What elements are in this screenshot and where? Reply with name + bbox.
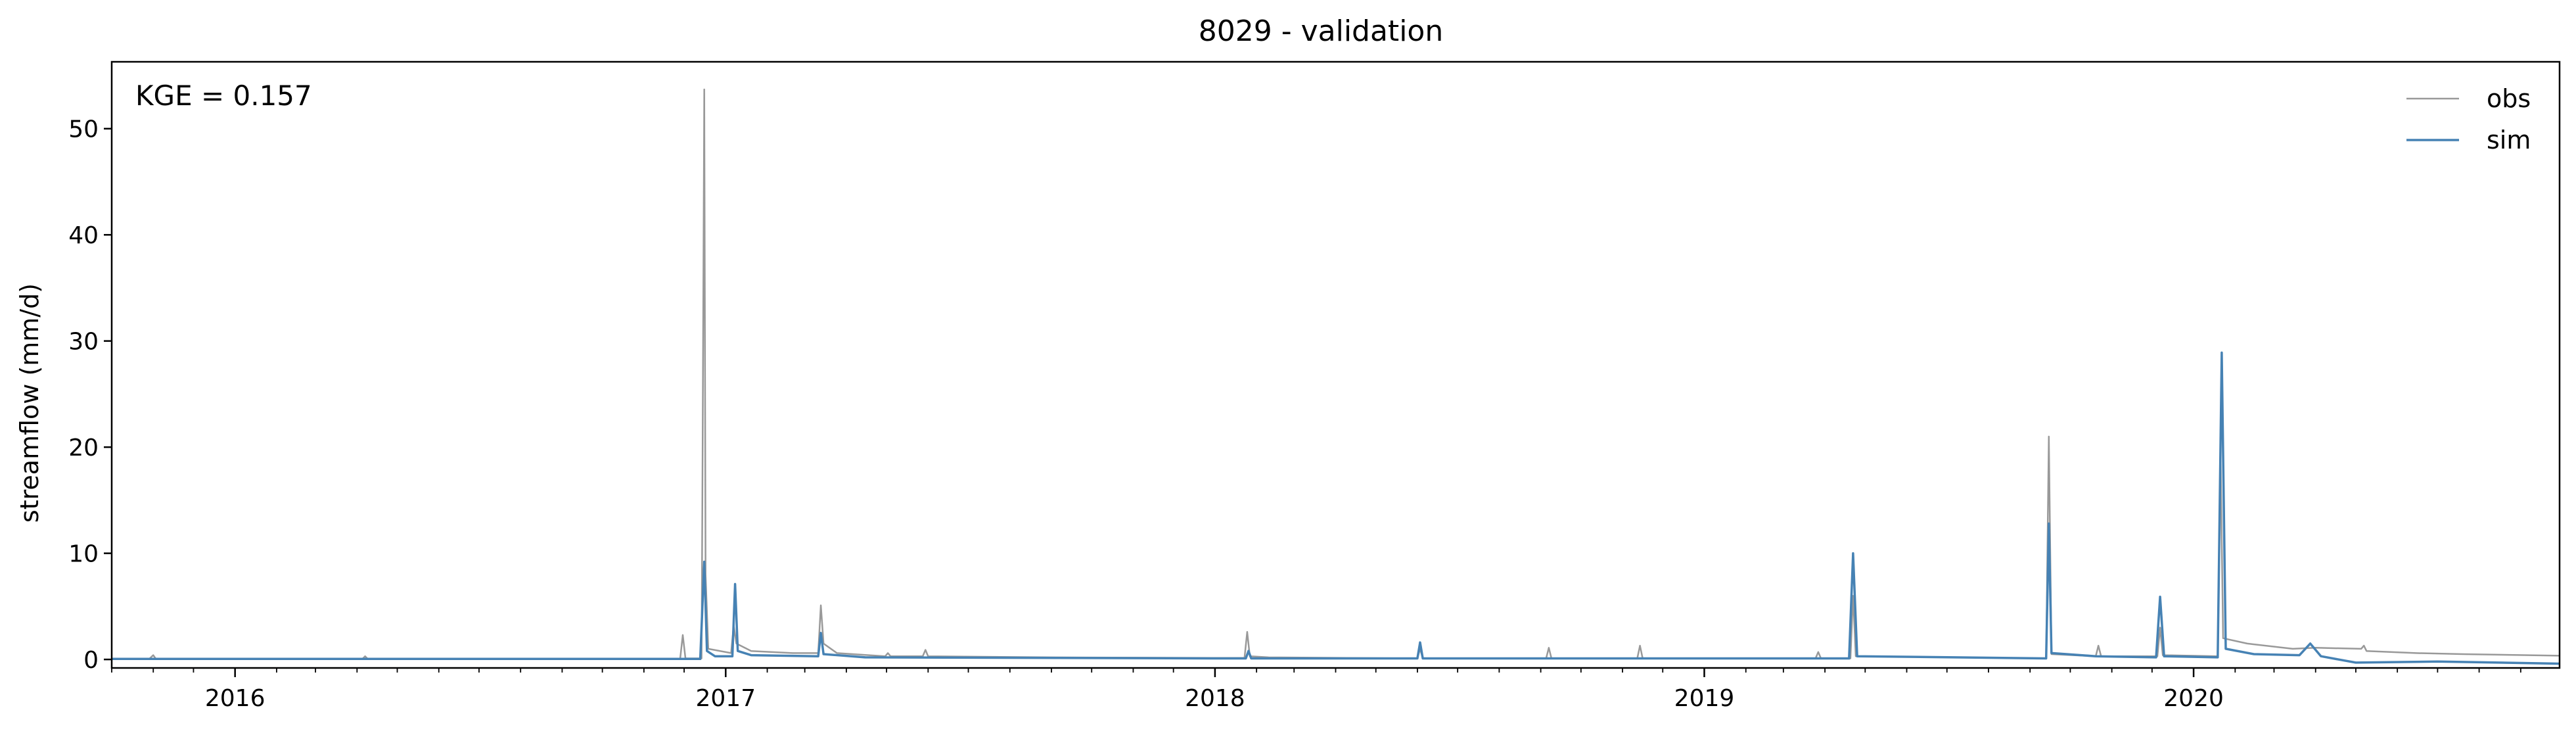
- x-tick-label: 2017: [695, 685, 756, 712]
- kge-annotation: KGE = 0.157: [135, 80, 312, 112]
- y-tick-label: 20: [68, 435, 99, 462]
- x-tick-label: 2019: [1674, 685, 1735, 712]
- plot-area: 0 10 20 30 40 50 2016 2017 2018 2019 2020 KGE = 0…: [68, 60, 2561, 712]
- y-tick-label: 10: [68, 541, 99, 568]
- y-tick-label: 30: [68, 329, 99, 356]
- legend-label-obs: obs: [2487, 84, 2531, 113]
- x-tick-label: 2020: [2163, 685, 2224, 712]
- legend: obs sim: [2406, 84, 2531, 154]
- y-axis-label: streamflow (mm/d): [15, 283, 44, 523]
- x-axis-minor-ticks: [111, 668, 2521, 673]
- chart-title: 8029 - validation: [1199, 14, 1443, 48]
- legend-label-sim: sim: [2487, 126, 2531, 154]
- series-layer: [112, 88, 2560, 665]
- y-tick-label: 0: [83, 647, 99, 674]
- series-line-sim: [112, 351, 2560, 665]
- y-tick-label: 50: [68, 116, 99, 143]
- x-axis: 2016 2017 2018 2019 2020: [205, 668, 2224, 712]
- y-axis: 0 10 20 30 40 50: [68, 116, 112, 674]
- x-tick-label: 2016: [205, 685, 265, 712]
- y-tick-label: 40: [68, 222, 99, 249]
- x-tick-label: 2018: [1185, 685, 1245, 712]
